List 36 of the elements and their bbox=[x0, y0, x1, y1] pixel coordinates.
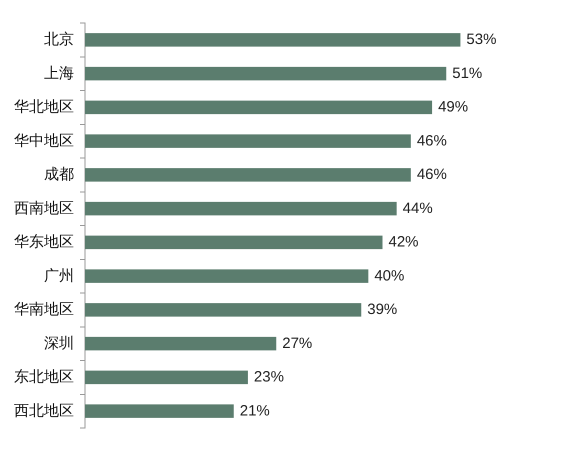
y-tick-label: 华中地区 bbox=[14, 132, 74, 150]
bar bbox=[85, 134, 411, 148]
data-label: 40% bbox=[374, 267, 404, 284]
y-tick-label: 西北地区 bbox=[14, 402, 74, 420]
data-label: 27% bbox=[282, 334, 312, 352]
y-tick-label: 华东地区 bbox=[14, 234, 74, 251]
bar bbox=[85, 236, 382, 250]
data-label: 44% bbox=[402, 200, 433, 217]
data-label: 49% bbox=[438, 98, 468, 116]
data-label: 51% bbox=[452, 64, 482, 82]
data-label: 21% bbox=[240, 402, 270, 420]
y-tick-label: 北京 bbox=[44, 31, 74, 48]
bar bbox=[85, 370, 248, 384]
bar bbox=[85, 303, 362, 317]
data-label: 46% bbox=[416, 132, 447, 150]
y-tick-label: 华南地区 bbox=[14, 301, 74, 318]
bar bbox=[85, 202, 397, 216]
y-tick-label: 广州 bbox=[44, 267, 74, 284]
bar bbox=[85, 168, 411, 182]
data-label: 53% bbox=[466, 31, 496, 48]
y-tick-label: 西南地区 bbox=[14, 200, 74, 217]
y-tick-label: 成都 bbox=[44, 166, 74, 184]
bar bbox=[85, 33, 460, 47]
bar bbox=[85, 404, 234, 418]
y-tick-label: 深圳 bbox=[44, 334, 74, 352]
y-tick-label: 东北地区 bbox=[14, 368, 74, 386]
data-label: 46% bbox=[416, 166, 447, 184]
bar bbox=[85, 269, 368, 283]
bar bbox=[85, 100, 432, 114]
bar bbox=[85, 66, 446, 80]
data-label: 42% bbox=[388, 234, 419, 251]
y-tick-label: 上海 bbox=[44, 64, 74, 82]
data-label: 39% bbox=[367, 301, 398, 318]
bar bbox=[85, 336, 276, 350]
y-tick-label: 华北地区 bbox=[14, 98, 74, 116]
data-label: 23% bbox=[254, 368, 284, 386]
